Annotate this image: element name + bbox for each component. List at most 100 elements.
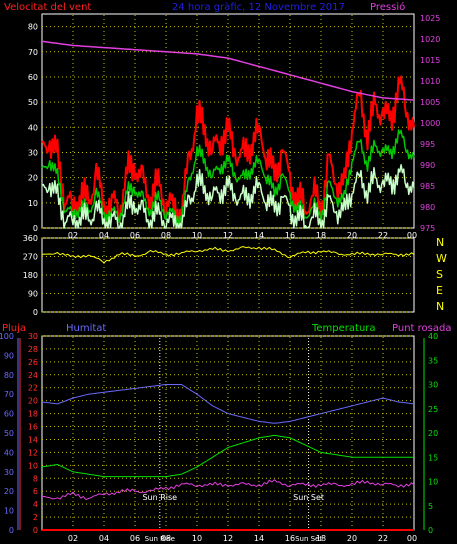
dewpoint-tick-label: 4 <box>33 500 38 509</box>
climate-time-tick-label: 20 <box>347 534 357 543</box>
climate-time-tick-label: 12 <box>223 534 233 543</box>
dewpoint-label: Punt rosada <box>392 323 451 334</box>
climate-time-tick-label: 06 <box>130 534 140 543</box>
sun-event-axis-label: Sun Set <box>295 535 322 543</box>
dewpoint-tick-label: 16 <box>28 423 38 432</box>
humidity-label: Humitat <box>66 323 106 334</box>
grid-layer <box>42 15 414 531</box>
direction-tick-label: 90 <box>28 290 38 299</box>
climate-time-tick-label: 22 <box>378 534 388 543</box>
rain-humidity-tick-label: 70 <box>4 390 14 399</box>
climate-time-tick-label: 04 <box>99 534 109 543</box>
compass-label: W <box>436 252 447 265</box>
pressure-title: Pressió <box>370 1 405 13</box>
temperature-tick-label: 5 <box>428 502 433 511</box>
wind-speed-tick-label: 20 <box>28 174 38 183</box>
temperature-tick-label: 20 <box>428 429 438 438</box>
direction-tick-label: 360 <box>23 234 38 243</box>
dewpoint-tick-label: 22 <box>28 384 38 393</box>
climate-time-tick-label: 10 <box>192 534 202 543</box>
climate-time-tick-label: 08 <box>161 534 171 543</box>
pressure-tick-label: 1025 <box>420 14 440 23</box>
rain-humidity-tick-label: 80 <box>4 371 14 380</box>
dewpoint-tick-label: 14 <box>28 435 38 444</box>
pressure-tick-label: 990 <box>420 161 435 170</box>
rain-humidity-tick-label: 50 <box>4 429 14 438</box>
temperature-label: Temperatura <box>311 323 376 334</box>
compass-label: S <box>436 268 443 281</box>
dewpoint-tick-label: 8 <box>33 474 38 483</box>
climate-time-tick-label: 16 <box>285 534 295 543</box>
pressure-tick-label: 1010 <box>420 77 440 86</box>
dewpoint-tick-label: 24 <box>28 371 38 380</box>
climate-time-tick-label: 00 <box>407 534 417 543</box>
pressure-tick-label: 975 <box>420 224 435 233</box>
wind-time-tick-label: 04 <box>99 231 109 240</box>
wind-speed-tick-label: 10 <box>28 199 38 208</box>
dewpoint-tick-label: 18 <box>28 410 38 419</box>
dewpoint-tick-label: 0 <box>33 526 38 535</box>
wind-minimum-series-line <box>41 163 415 229</box>
wind-time-tick-label: 18 <box>316 231 326 240</box>
wind-time-tick-label: 22 <box>378 231 388 240</box>
wind-direction-series-line <box>41 246 415 264</box>
rain-humidity-tick-label: 10 <box>4 507 14 516</box>
pressure-tick-label: 980 <box>420 203 435 212</box>
wind-gust-series-line <box>41 75 415 229</box>
pressure-tick-label: 1000 <box>420 119 440 128</box>
direction-tick-label: 270 <box>23 253 38 262</box>
wind-time-tick-label: 08 <box>161 231 171 240</box>
dewpoint-tick-label: 10 <box>28 461 38 470</box>
temperature-tick-label: 30 <box>428 381 438 390</box>
dewpoint-tick-label: 30 <box>28 332 38 341</box>
temperature-tick-label: 10 <box>428 478 438 487</box>
rain-humidity-tick-label: 30 <box>4 468 14 477</box>
dewpoint-tick-label: 12 <box>28 448 38 457</box>
sun-event-axis-label: Sun Rise <box>145 535 175 543</box>
temperature-tick-label: 0 <box>428 526 433 535</box>
series-layer <box>41 40 415 531</box>
sun-event-label: Sun Set <box>293 493 324 502</box>
direction-tick-label: 180 <box>23 271 38 280</box>
dewpoint-tick-label: 2 <box>33 513 38 522</box>
wind-time-tick-label: 02 <box>68 231 78 240</box>
temperature-series-line <box>41 434 414 478</box>
wind-speed-tick-label: 60 <box>28 73 38 82</box>
temperature-tick-label: 35 <box>428 356 438 365</box>
axis-layer: 0202040406060808101012121414161618182020… <box>0 14 447 543</box>
wind-title: Velocitat del vent <box>4 2 91 13</box>
dewpoint-tick-label: 26 <box>28 358 38 367</box>
wind-time-tick-label: 06 <box>130 231 140 240</box>
compass-label: N <box>436 300 444 313</box>
wind-time-tick-label: 14 <box>254 231 264 240</box>
climate-time-tick-label: 02 <box>68 534 78 543</box>
climate-time-tick-label: 14 <box>254 534 264 543</box>
pressure-tick-label: 1020 <box>420 35 440 44</box>
temperature-tick-label: 15 <box>428 453 438 462</box>
direction-tick-label: 0 <box>33 308 38 317</box>
wind-time-tick-label: 12 <box>223 231 233 240</box>
wind-mean-series-line <box>41 129 415 228</box>
pressure-tick-label: 1005 <box>420 98 440 107</box>
rain-humidity-tick-label: 90 <box>4 351 14 360</box>
pressure-tick-label: 985 <box>420 182 435 191</box>
sun-event-label: Sun Rise <box>142 493 177 502</box>
dewpoint-tick-label: 6 <box>33 487 38 496</box>
compass-label: E <box>436 284 443 297</box>
wind-speed-tick-label: 50 <box>28 98 38 107</box>
chart-date-title: 24 hora gràfic, 12 Novembre 2017 <box>172 1 345 13</box>
wind-time-tick-label: 10 <box>192 231 202 240</box>
wind-speed-tick-label: 70 <box>28 48 38 57</box>
compass-label: N <box>436 236 444 249</box>
pressure-tick-label: 1015 <box>420 56 440 65</box>
wind-speed-tick-label: 80 <box>28 23 38 32</box>
rain-humidity-tick-label: 100 <box>0 332 14 341</box>
rain-humidity-tick-label: 20 <box>4 487 14 496</box>
rain-humidity-tick-label: 40 <box>4 448 14 457</box>
dewpoint-tick-label: 28 <box>28 345 38 354</box>
dewpoint-tick-label: 20 <box>28 397 38 406</box>
climate-time-tick-label: 18 <box>316 534 326 543</box>
wind-speed-tick-label: 40 <box>28 123 38 132</box>
wind-time-tick-label: 20 <box>347 231 357 240</box>
